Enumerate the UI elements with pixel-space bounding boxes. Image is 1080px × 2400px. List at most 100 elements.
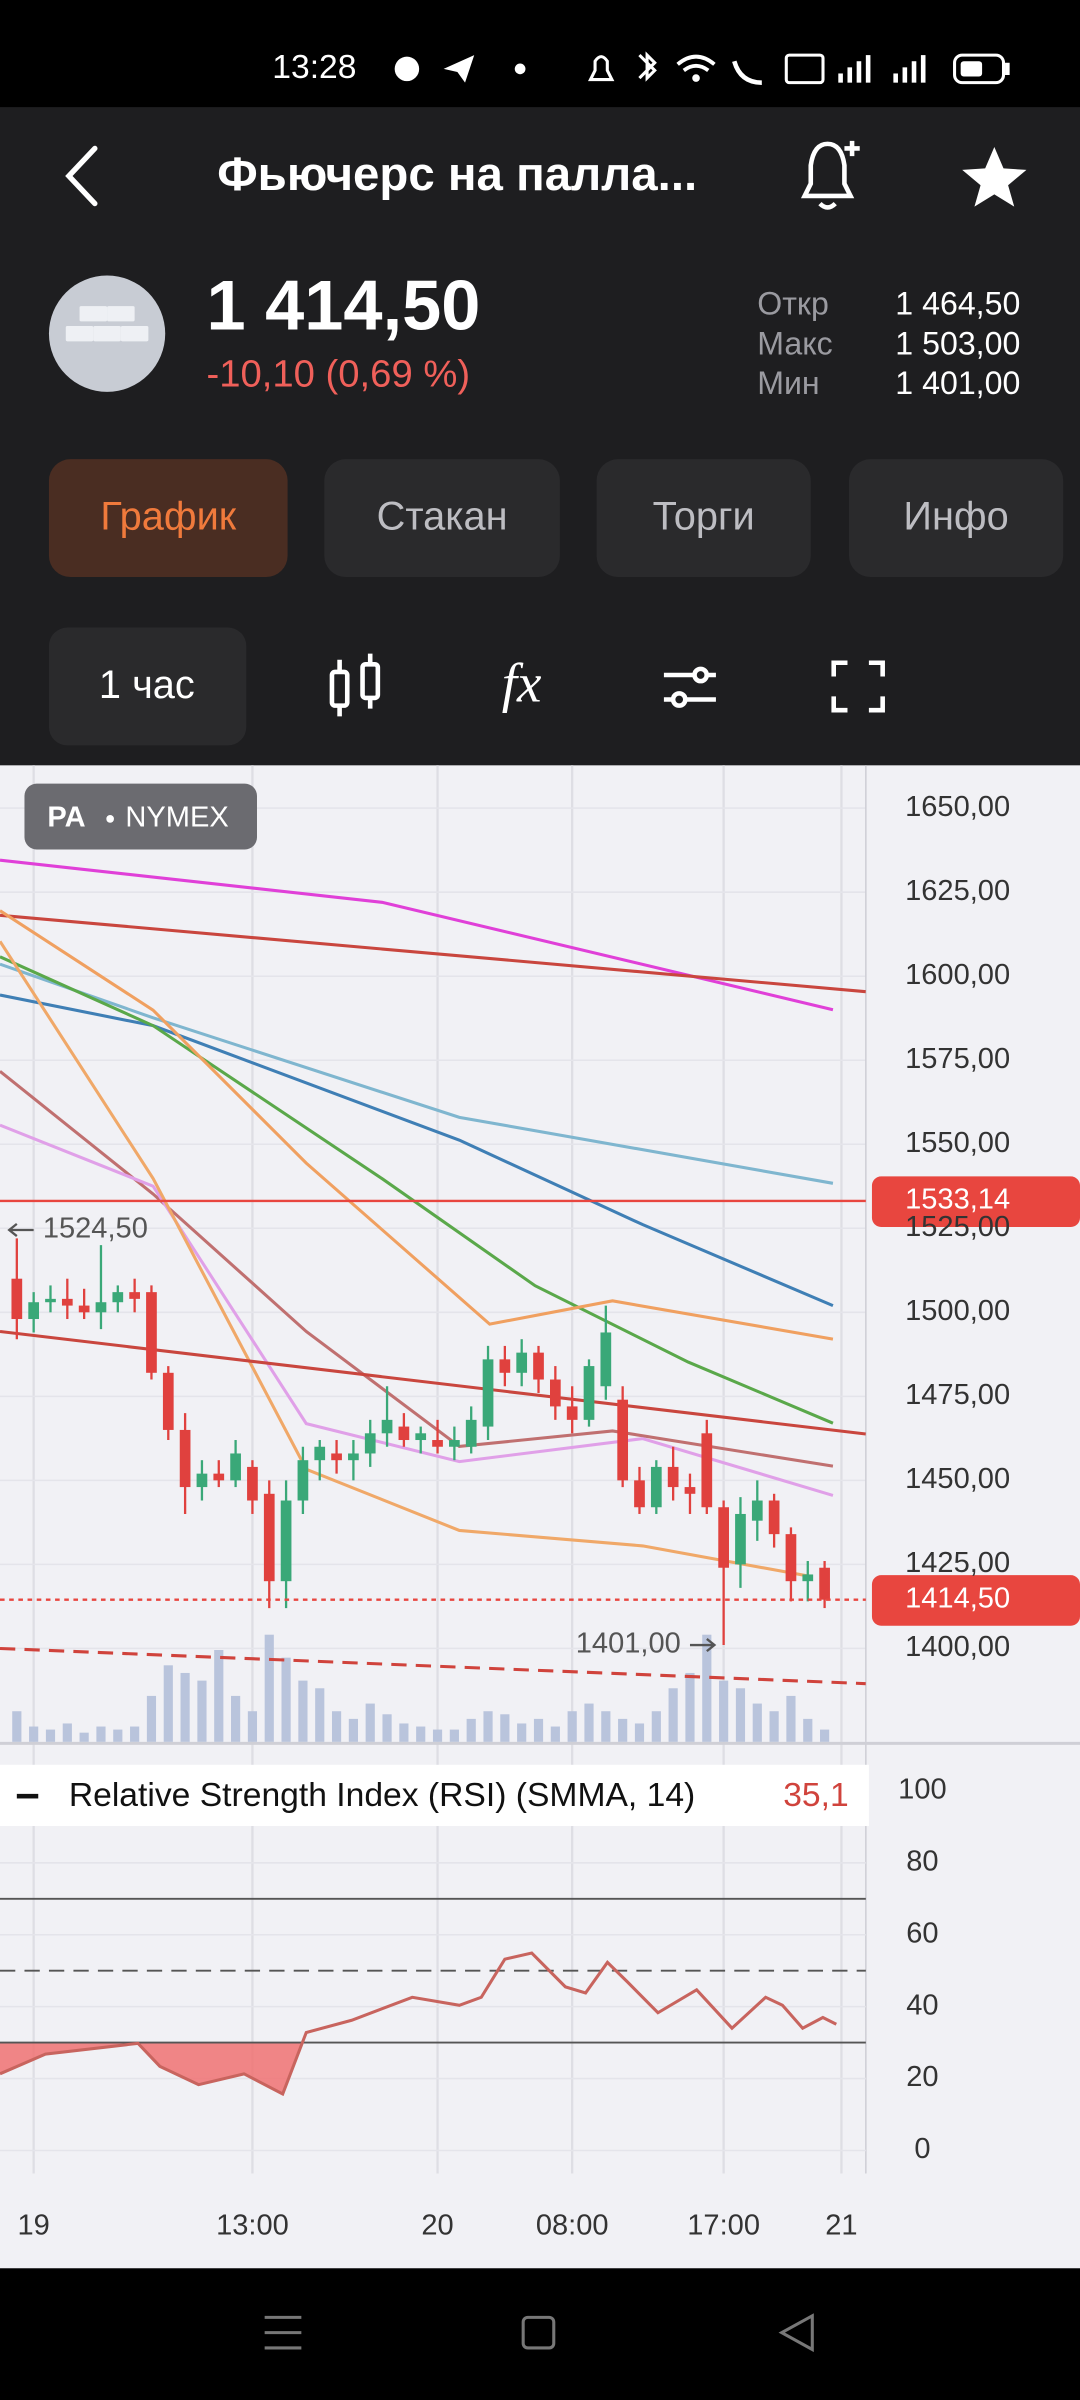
x-tick-label: 21 [825,2210,857,2242]
nav-back[interactable] [778,2313,814,2353]
y-tick-label: 1525,00 [905,1211,1010,1243]
volume-bar [163,1665,173,1742]
annotation-arrow [689,1638,717,1653]
candle-body [701,1433,713,1508]
candle-body [78,1305,90,1313]
candle-body [196,1473,208,1488]
candle-body [802,1574,814,1582]
volume-bar [550,1726,560,1742]
rsi-legend [0,1764,869,1827]
quote-change: -10,10 (0,69 %) [207,353,471,396]
stat-label: Мин [757,365,819,401]
candle-body [667,1466,679,1488]
indicator-line [0,913,866,994]
y-tick-label: 1450,00 [905,1463,1010,1495]
annotation-arrow [7,1222,34,1237]
volume-bar [533,1718,544,1742]
candle-body [768,1500,780,1535]
stat-value: 1 503,00 [895,325,1020,361]
y-tick-label: 1550,00 [905,1127,1010,1159]
nav-menu[interactable] [264,2315,302,2350]
volume-bar [668,1688,678,1742]
volume-bar [298,1680,308,1742]
candle-body [247,1466,258,1501]
volume-bar [786,1695,796,1742]
annotation-label: 1401,00 [576,1628,681,1660]
nav-home[interactable] [521,2315,556,2350]
volume-bar [651,1711,661,1742]
x-tick-label: 08:00 [536,2210,609,2242]
nav-bar [0,2268,1080,2400]
volume-bar [399,1723,409,1742]
chart-panel [0,765,1080,2269]
y-tick-label: 1650,00 [905,791,1010,823]
candle-body [348,1453,359,1461]
volume-bar [466,1718,476,1742]
x-tick-label: 13:00 [216,2210,289,2242]
price-level-badge [871,1575,1080,1626]
stat-label: Откр [757,286,829,322]
tab[interactable] [324,459,560,578]
symbol-code: PA [47,802,85,834]
price-level-label: 1533,14 [905,1184,1010,1216]
candle-body [634,1480,645,1508]
y-tick-label: 80 [906,1845,938,1877]
volume-bar [382,1714,392,1742]
candle-body [112,1292,124,1303]
y-tick-label: 1625,00 [905,875,1010,907]
volume-bar [331,1711,342,1742]
interval-label: 1 час [99,663,195,707]
indicators-button[interactable]: fx [502,652,542,713]
candle-body [364,1433,376,1454]
candle-body [516,1352,528,1373]
volume-bar [416,1726,426,1742]
settings-button[interactable] [663,666,716,708]
y-tick-label: 1400,00 [905,1631,1010,1663]
fullscreen-button[interactable] [831,660,885,713]
volume-bar [45,1729,56,1742]
volume-bar [483,1711,493,1742]
interval-button[interactable] [48,627,247,746]
volume-bar [281,1657,291,1742]
candle-body [213,1473,225,1481]
tab[interactable] [596,459,811,578]
volume-bar [634,1723,645,1742]
alert-button[interactable] [800,140,860,210]
rsi-collapse[interactable] [16,1793,39,1799]
candle-body [415,1433,427,1441]
candle-body [549,1379,561,1407]
favorite-button[interactable] [962,146,1027,207]
volume-bar [113,1729,123,1742]
x-tick-label: 19 [17,2210,49,2242]
volume-bar [618,1718,628,1742]
tab[interactable] [48,459,288,578]
volume-bar [130,1726,140,1742]
candle-body [785,1534,797,1582]
indicator-line [0,1329,866,1436]
volume-bar [214,1650,224,1742]
volume-bar [820,1729,830,1742]
y-tick-label: 40 [906,1989,938,2021]
candle-body [566,1406,578,1420]
candle-body [432,1440,443,1447]
y-tick-label: 1475,00 [905,1379,1010,1411]
volume-bar [752,1703,762,1742]
volume-bar [601,1711,611,1742]
volume-bar [146,1695,157,1742]
symbol-separator [106,815,114,823]
candle-body [449,1440,460,1447]
rsi-line [0,1951,837,2097]
volume-bar [584,1703,594,1742]
candle-body [533,1352,544,1380]
volume-bar [719,1680,729,1742]
status-time: 13:28 [272,49,356,86]
back-button[interactable] [65,145,98,207]
candle-body [735,1513,746,1565]
chart-type-button[interactable] [329,653,381,717]
symbol-exchange: NYMEX [125,802,228,834]
y-tick-label: 0 [914,2133,930,2165]
volume-bar [432,1729,443,1742]
volume-bar [348,1718,358,1742]
tab[interactable] [849,459,1064,578]
